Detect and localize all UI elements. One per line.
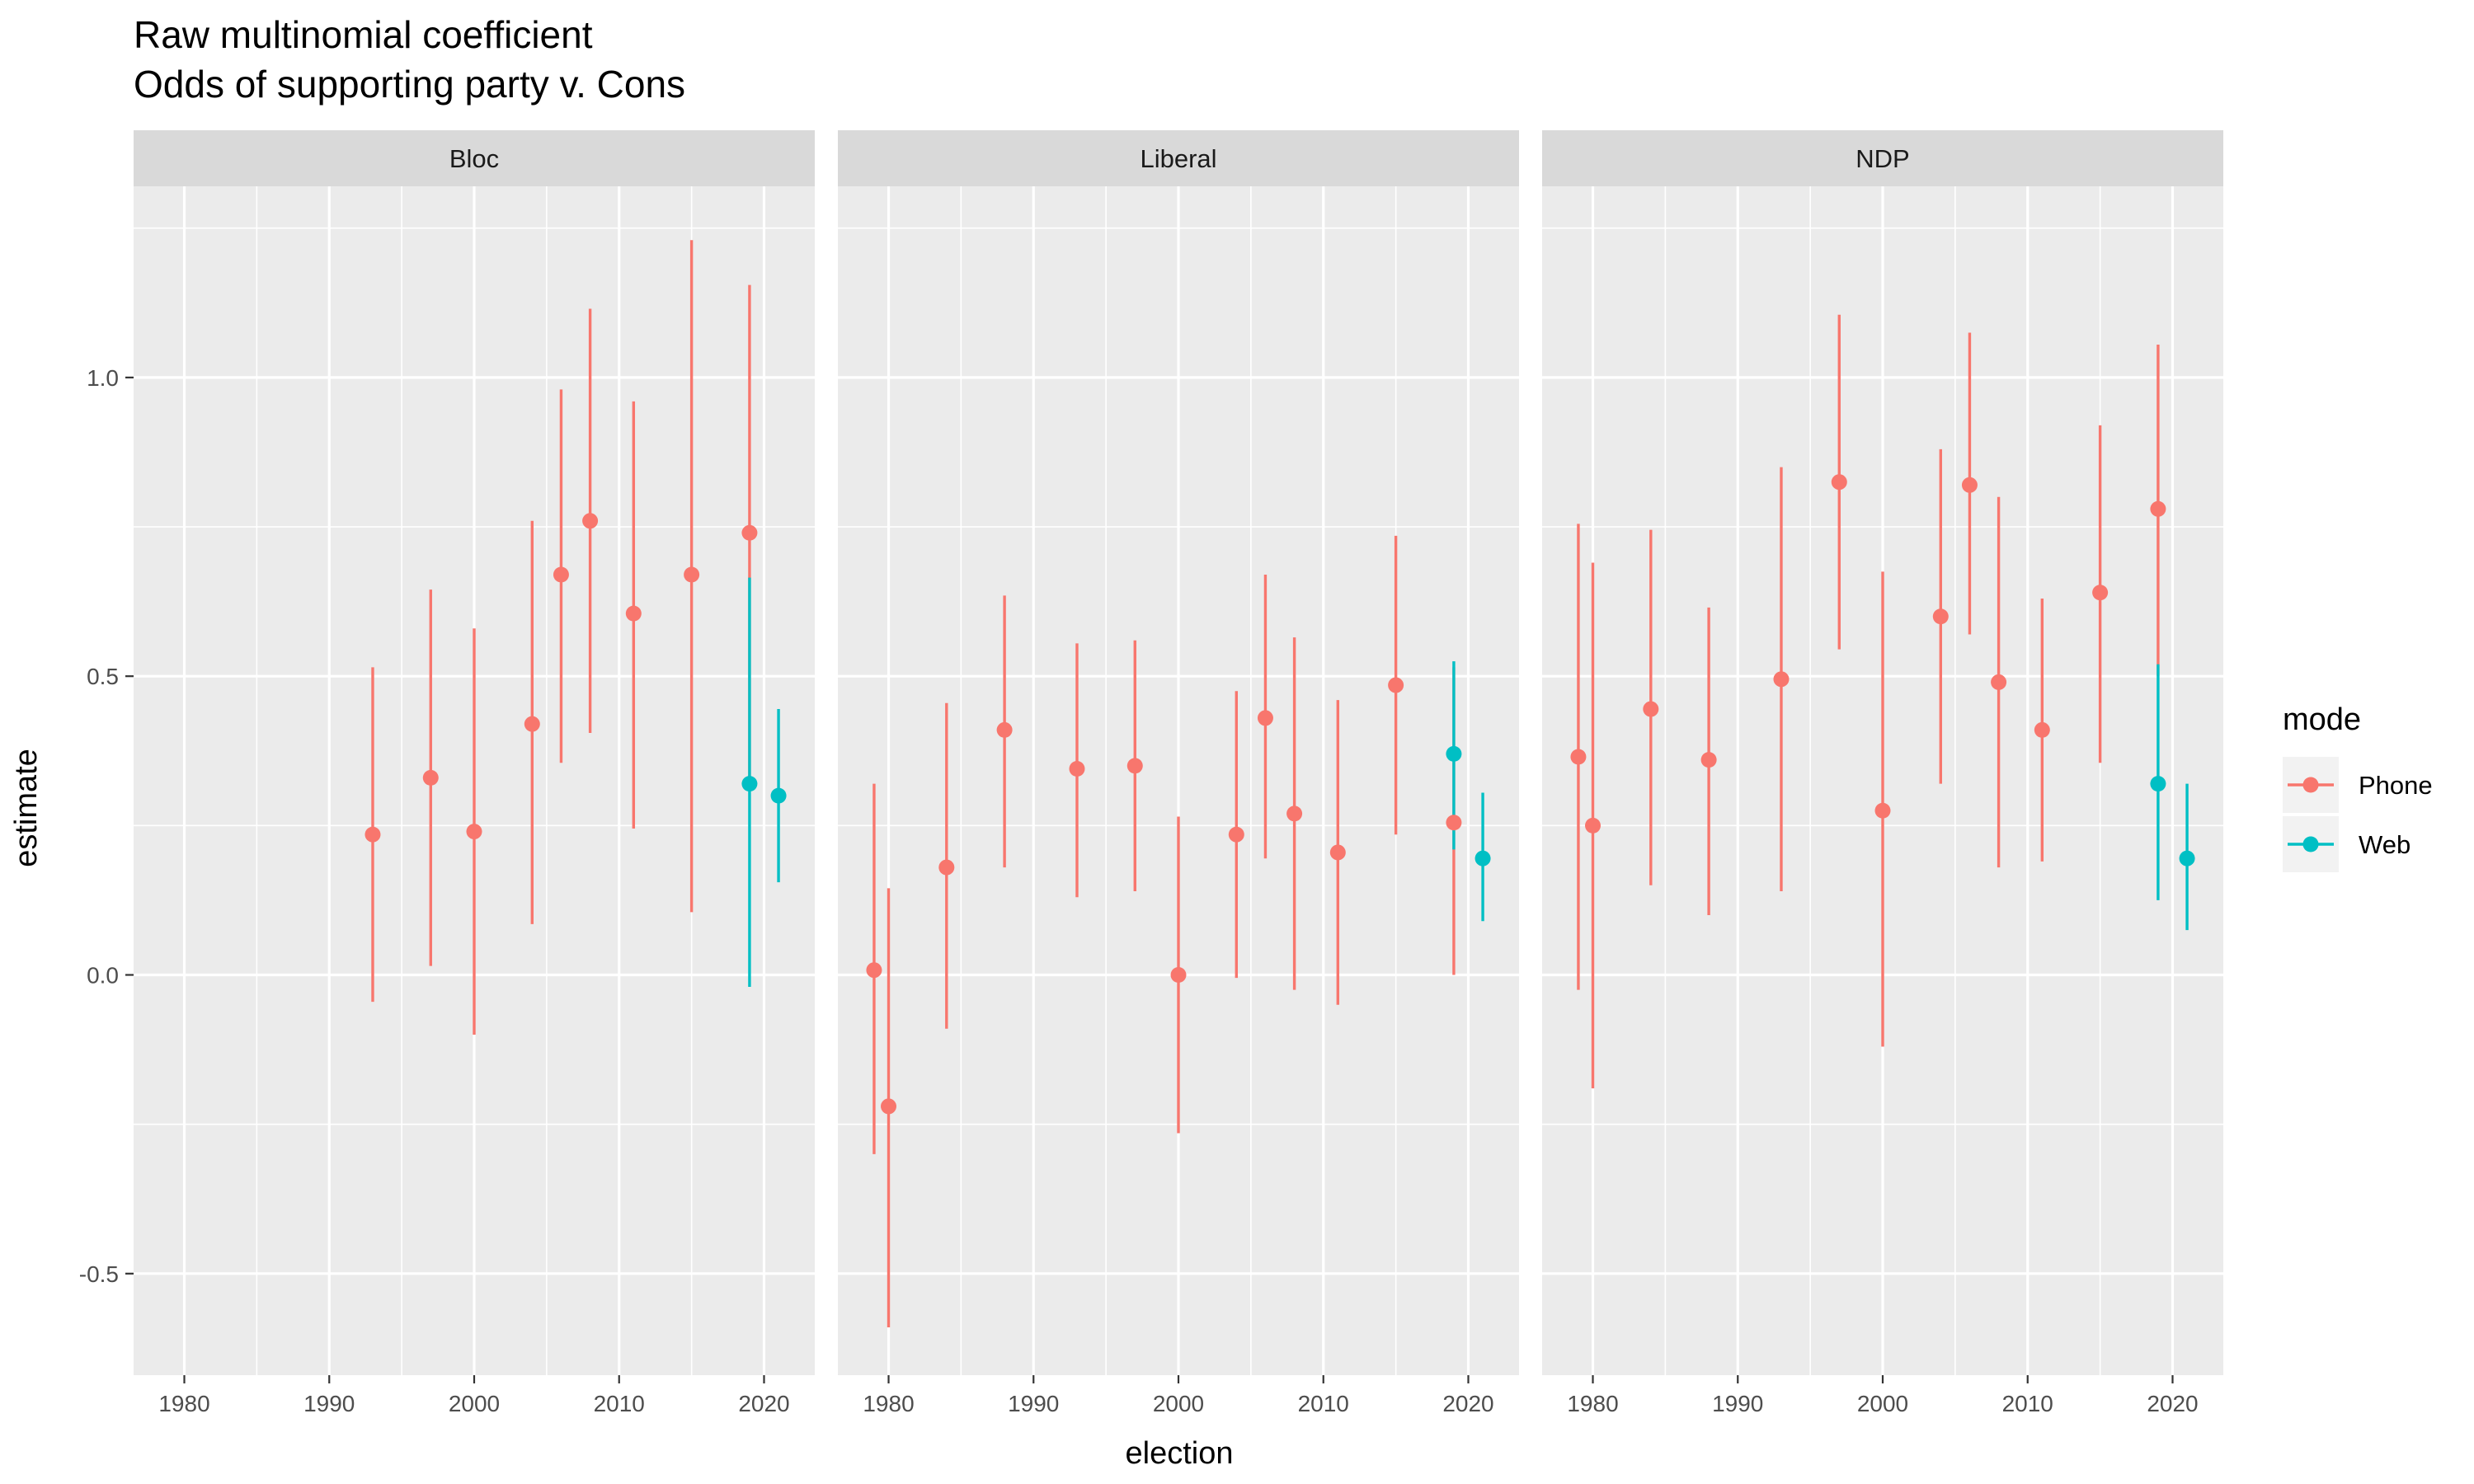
legend-key-point	[2302, 836, 2319, 852]
point-phone-2015	[1388, 677, 1404, 693]
point-phone-2006	[1961, 477, 1978, 493]
point-web-2021	[1475, 850, 1491, 866]
x-tick-label: 1990	[1008, 1391, 1059, 1416]
point-web-2021	[770, 787, 787, 804]
y-axis: -0.5 0.0 0.5 1.0	[79, 365, 134, 1287]
point-phone-1980	[1585, 817, 1602, 834]
y-tick-label: 1.0	[87, 365, 119, 391]
x-tick-label: 2010	[2002, 1391, 2053, 1416]
legend-entry-phone: Phone	[2283, 757, 2433, 813]
x-tick-label: 2000	[1153, 1391, 1204, 1416]
chart-title: Raw multinomial coefficient	[134, 13, 593, 56]
point-phone-2006	[553, 566, 569, 583]
point-phone-2019	[2150, 500, 2166, 517]
point-phone-2008	[582, 513, 599, 529]
point-phone-1997	[1126, 758, 1143, 774]
legend-label: Phone	[2359, 771, 2433, 800]
point-phone-1979	[866, 962, 882, 979]
point-phone-1984	[938, 859, 955, 876]
point-web-2019	[741, 776, 758, 792]
point-web-2019	[2150, 776, 2166, 792]
point-phone-1993	[1069, 761, 1085, 777]
point-phone-1997	[422, 769, 439, 786]
point-phone-2004	[524, 716, 540, 732]
legend-title: mode	[2283, 702, 2361, 737]
y-tick-label: 0.0	[87, 963, 119, 989]
facet-panel-bloc: Bloc 1980 1990 2000 2010 2020	[134, 130, 815, 1416]
point-phone-2015	[684, 566, 700, 583]
x-tick-label: 2020	[2147, 1391, 2198, 1416]
point-phone-1980	[881, 1098, 897, 1115]
point-phone-1988	[996, 721, 1013, 738]
legend-label: Web	[2359, 830, 2411, 859]
point-phone-1997	[1831, 474, 1847, 491]
x-tick-label: 1980	[1567, 1391, 1618, 1416]
x-tick-label: 1990	[1712, 1391, 1763, 1416]
point-phone-2019	[1446, 815, 1462, 831]
point-phone-2004	[1932, 608, 1949, 625]
facet-panel-liberal: Liberal 1980 1990 2000 2010 2020	[838, 130, 1519, 1416]
point-phone-1993	[1773, 671, 1790, 688]
point-phone-2011	[1329, 844, 1346, 861]
y-tick-label: -0.5	[79, 1261, 119, 1287]
x-tick-label: 1980	[863, 1391, 914, 1416]
point-phone-2008	[1286, 805, 1303, 822]
point-phone-2011	[2034, 721, 2050, 738]
facet-strip	[1542, 130, 2223, 186]
point-phone-2015	[2092, 585, 2109, 601]
x-tick-label: 2020	[738, 1391, 789, 1416]
facet-strip	[134, 130, 815, 186]
point-phone-2008	[1991, 674, 2007, 690]
x-axis-title: election	[1126, 1436, 1234, 1471]
point-phone-2000	[1874, 802, 1891, 819]
point-phone-1984	[1643, 701, 1659, 717]
point-phone-1979	[1570, 749, 1587, 765]
x-tick-label: 2020	[1442, 1391, 1493, 1416]
chart-subtitle: Odds of supporting party v. Cons	[134, 63, 685, 106]
point-web-2021	[2179, 850, 2195, 866]
facet-panels: Bloc 1980 1990 2000 2010 2020 Liberal 1980 1990 2…	[134, 130, 2223, 1416]
facet-strip	[838, 130, 1519, 186]
point-phone-2000	[1170, 967, 1187, 984]
y-axis-title: estimate	[9, 749, 44, 867]
facet-panel-ndp: NDP 1980 1990 2000 2010 2020	[1542, 130, 2223, 1416]
point-phone-2006	[1257, 710, 1273, 726]
legend-entry-web: Web	[2283, 816, 2411, 872]
facet-strip-label: Bloc	[449, 144, 499, 173]
x-tick-label: 1990	[303, 1391, 355, 1416]
point-phone-2004	[1228, 826, 1244, 843]
legend-key-point	[2302, 777, 2319, 793]
point-phone-1988	[1700, 752, 1717, 768]
point-phone-2019	[741, 524, 758, 541]
point-phone-2000	[466, 824, 482, 840]
legend: mode Phone Web	[2283, 702, 2433, 872]
point-web-2019	[1446, 745, 1462, 762]
x-tick-label: 2010	[594, 1391, 645, 1416]
point-phone-1993	[365, 826, 381, 843]
point-phone-2011	[625, 605, 642, 622]
x-tick-label: 2000	[1857, 1391, 1908, 1416]
x-tick-label: 2010	[1298, 1391, 1349, 1416]
facet-strip-label: Liberal	[1140, 144, 1216, 173]
x-tick-label: 1980	[158, 1391, 209, 1416]
facet-strip-label: NDP	[1856, 144, 1909, 173]
y-tick-label: 0.5	[87, 664, 119, 689]
x-tick-label: 2000	[449, 1391, 500, 1416]
